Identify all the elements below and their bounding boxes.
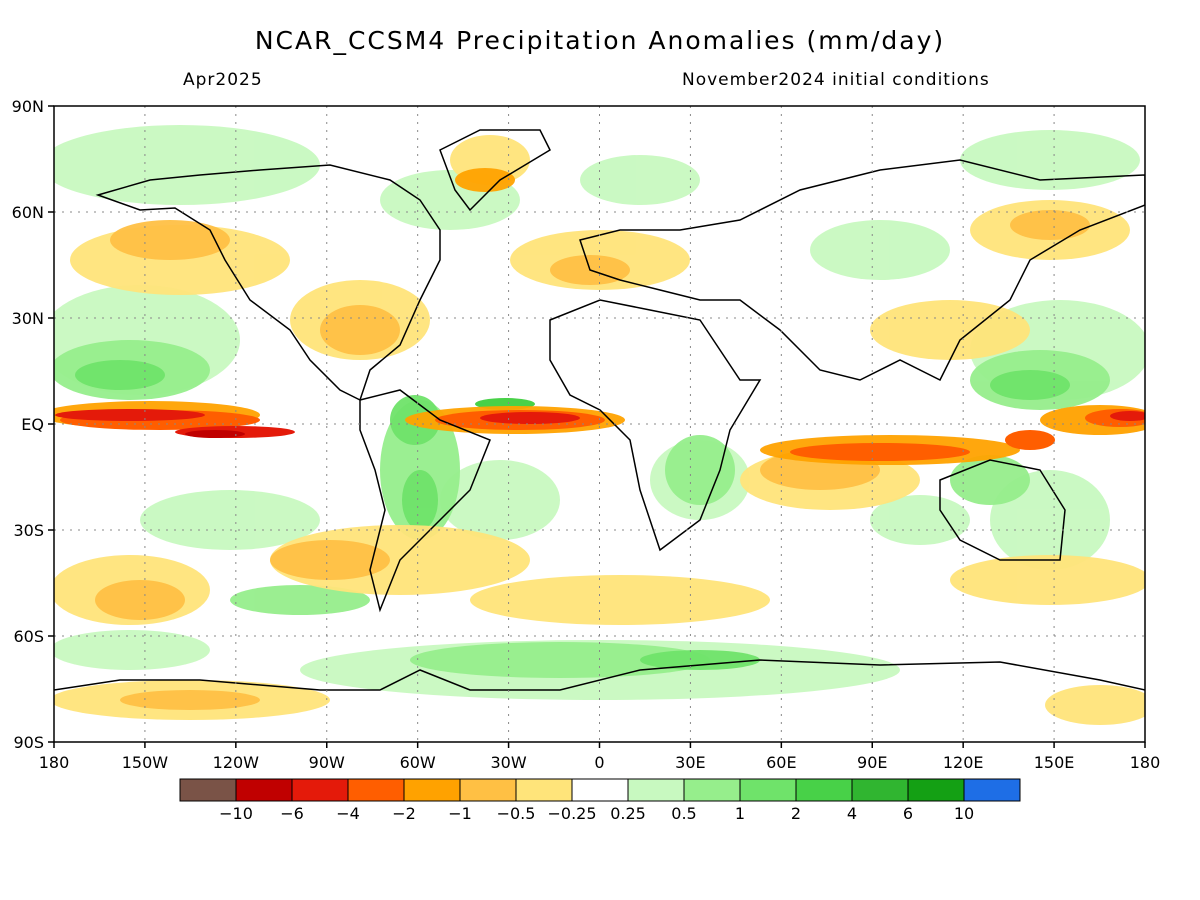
colorbar-swatch [683, 778, 741, 802]
lat-tick-label: 60S [13, 627, 44, 646]
lon-tick-label: 0 [594, 753, 604, 772]
colorbar-label: −0.5 [497, 804, 536, 823]
colorbar-label: 1 [735, 804, 745, 823]
colorbar-label: −6 [280, 804, 304, 823]
lon-tick-label: 30E [675, 753, 705, 772]
lon-tick-label: 150W [122, 753, 169, 772]
colorbar-label: 6 [903, 804, 913, 823]
initial-conditions-label: November2024 initial conditions [682, 70, 990, 90]
colorbar-label: −0.25 [547, 804, 596, 823]
colorbar-swatch [907, 778, 965, 802]
colorbar-label: 0.5 [671, 804, 696, 823]
colorbar-swatch [795, 778, 853, 802]
longitude-axis: 180 150W 120W 90W 60W 30W 0 30E 60E 90E 120E 150E 18… [39, 742, 1161, 772]
colorbar-label: −4 [336, 804, 360, 823]
colorbar-label: 10 [954, 804, 974, 823]
colorbar-swatch [851, 778, 909, 802]
anomaly-field [54, 106, 1145, 742]
colorbar-label: −1 [448, 804, 472, 823]
forecast-month-label: Apr2025 [183, 70, 263, 90]
lon-tick-label: 30W [490, 753, 526, 772]
lat-tick-label: 60N [12, 203, 44, 222]
colorbar-swatch [235, 778, 293, 802]
colorbar-swatch [291, 778, 349, 802]
lat-tick-label: 90N [12, 97, 44, 116]
colorbar-swatch [739, 778, 797, 802]
map-title: NCAR_CCSM4 Precipitation Anomalies (mm/d… [254, 26, 946, 55]
lat-tick-label: 30N [12, 309, 44, 328]
lat-tick-label: 30S [13, 521, 44, 540]
lon-tick-label: 90E [857, 753, 887, 772]
lon-tick-label: 90W [309, 753, 345, 772]
colorbar-swatch [627, 778, 685, 802]
colorbar-label: 2 [791, 804, 801, 823]
lon-tick-label: 60W [400, 753, 436, 772]
lon-tick-label: 120W [213, 753, 260, 772]
colorbar-label: 4 [847, 804, 857, 823]
coastlines [54, 129, 1145, 691]
gridlines [54, 106, 1145, 742]
colorbar-swatch [347, 778, 405, 802]
lon-tick-label: 180 [1130, 753, 1161, 772]
colorbar: −10 −6 −4 −2 −1 −0.5 −0.25 0.25 0.5 1 2 4 6 10 [179, 778, 1021, 823]
colorbar-swatch [515, 778, 573, 802]
colorbar-swatch [459, 778, 517, 802]
colorbar-swatch [179, 778, 237, 802]
lon-tick-label: 120E [943, 753, 984, 772]
lon-tick-label: 180 [39, 753, 70, 772]
colorbar-label: −10 [219, 804, 253, 823]
colorbar-swatch [571, 778, 629, 802]
colorbar-label: 0.25 [610, 804, 646, 823]
colorbar-label: −2 [392, 804, 416, 823]
lon-tick-label: 60E [766, 753, 796, 772]
lat-tick-label: 90S [13, 733, 44, 752]
colorbar-swatch [403, 778, 461, 802]
lat-tick-label: EQ [21, 415, 44, 434]
latitude-axis: 90N 60N 30N EQ 30S 60S 90S [12, 97, 54, 752]
lon-tick-label: 150E [1034, 753, 1075, 772]
colorbar-swatch [963, 778, 1021, 802]
